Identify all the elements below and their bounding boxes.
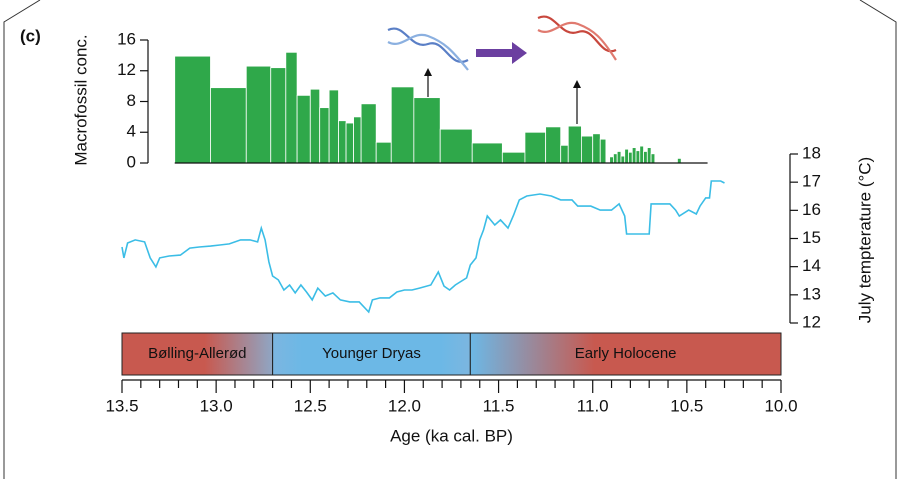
y-tick-label: 0 <box>127 152 136 171</box>
temperature-line <box>121 180 725 314</box>
y-tick-label: 14 <box>802 256 821 275</box>
bar <box>613 153 618 164</box>
x-tick-label: 13.5 <box>105 396 138 415</box>
period-band <box>469 332 782 376</box>
bar <box>643 151 648 164</box>
y-tick-label: 16 <box>802 200 821 219</box>
bar <box>501 151 526 164</box>
bar <box>592 133 601 164</box>
bar <box>270 67 287 164</box>
bar <box>545 126 562 164</box>
bar <box>345 122 354 164</box>
bar <box>439 128 473 164</box>
y-tick-label: 16 <box>117 29 136 48</box>
bar <box>639 145 644 164</box>
period-band <box>121 332 274 376</box>
bar <box>635 150 641 164</box>
y-tick-label: 17 <box>802 172 821 191</box>
x-tick-label: 10.0 <box>764 396 797 415</box>
panel-frame <box>3 0 41 479</box>
period-band <box>272 332 471 376</box>
y-axis-label: July tempterature (°C) <box>855 157 874 323</box>
bar <box>620 155 626 164</box>
bar <box>677 157 682 164</box>
x-tick-label: 10.5 <box>670 396 703 415</box>
bar <box>309 88 321 164</box>
bar <box>296 94 311 164</box>
bar <box>650 153 656 164</box>
panel-label: (c) <box>20 26 41 45</box>
x-tick-label: 12.0 <box>388 396 421 415</box>
period-label: Younger Dryas <box>322 345 421 362</box>
period-label: Bølling-Allerød <box>148 345 246 362</box>
bar <box>285 51 298 164</box>
y-tick-label: 8 <box>127 91 136 110</box>
y-tick-label: 12 <box>117 60 136 79</box>
x-axis-label: Age (ka cal. BP) <box>390 426 513 445</box>
y-tick-label: 15 <box>802 228 821 247</box>
bar <box>646 147 652 164</box>
bar <box>567 125 582 164</box>
bar <box>599 138 607 164</box>
bar <box>413 97 441 164</box>
y-tick-label: 13 <box>802 284 821 303</box>
bar <box>471 142 503 164</box>
bar <box>174 55 211 164</box>
y-tick-label: 12 <box>802 312 821 331</box>
bar <box>628 151 633 164</box>
y-axis-label: Macrofossil conc. <box>71 34 90 165</box>
bar <box>245 65 272 164</box>
bar <box>353 116 362 164</box>
transition-arrow <box>476 42 527 64</box>
bar <box>616 151 622 164</box>
x-tick-label: 13.0 <box>200 396 233 415</box>
bar <box>631 147 637 164</box>
x-tick-label: 12.5 <box>294 396 327 415</box>
bar <box>581 135 594 164</box>
dna-icon <box>537 15 617 61</box>
bar <box>524 131 547 164</box>
y-tick-label: 18 <box>802 143 821 162</box>
y-tick-label: 4 <box>127 122 136 141</box>
bar <box>210 87 247 164</box>
bar <box>360 103 377 164</box>
bar <box>375 141 392 164</box>
period-label: Early Holocene <box>575 345 677 362</box>
bar <box>338 120 347 164</box>
pointer-arrow <box>424 68 432 76</box>
bar <box>328 89 339 164</box>
x-tick-label: 11.0 <box>577 396 609 415</box>
bar <box>609 156 614 164</box>
bar <box>319 107 330 164</box>
bar <box>560 144 569 164</box>
bar <box>390 86 415 164</box>
bar <box>624 148 629 164</box>
panel-frame <box>859 0 897 479</box>
pointer-arrow <box>573 80 581 88</box>
dna-icon <box>387 27 469 71</box>
x-tick-label: 11.5 <box>483 396 515 415</box>
